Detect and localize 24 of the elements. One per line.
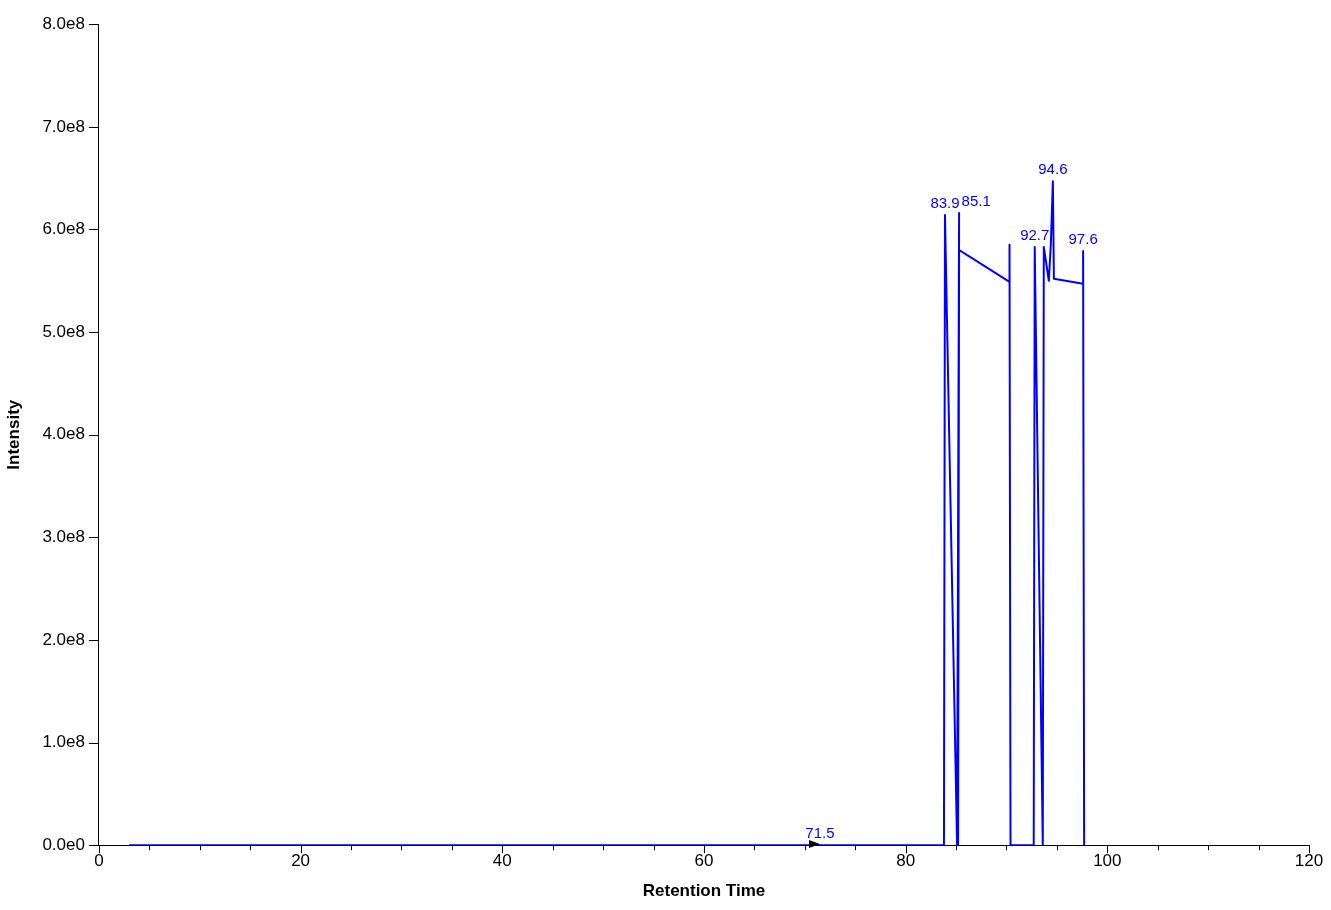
- annotation: 85.1: [961, 191, 991, 209]
- x-tick-label: 80: [896, 851, 916, 871]
- x-tick-label: 40: [492, 851, 512, 871]
- annotation: 83.9: [930, 193, 960, 211]
- y-tick-label: 0.0e0: [42, 834, 85, 854]
- y-tick-label: 4.0e8: [42, 424, 85, 444]
- y-axis-title: Intensity: [3, 399, 23, 470]
- x-tick-label: 120: [1294, 851, 1324, 871]
- annotation: 92.7: [1020, 225, 1050, 243]
- y-tick-label: 7.0e8: [42, 116, 85, 136]
- annotation: 71.5: [805, 823, 835, 841]
- annotation: 94.6: [1038, 159, 1068, 177]
- annotation: 97.6: [1068, 229, 1098, 247]
- x-axis-title: Retention Time: [642, 881, 766, 901]
- y-tick-label: 6.0e8: [42, 219, 85, 239]
- y-tick-label: 8.0e8: [42, 13, 85, 33]
- y-tick-label: 5.0e8: [42, 321, 85, 341]
- x-tick-label: 20: [291, 851, 311, 871]
- y-tick-label: 3.0e8: [42, 527, 85, 547]
- y-tick-label: 2.0e8: [42, 629, 85, 649]
- x-tick-label: 60: [694, 851, 714, 871]
- x-tick-label: 100: [1093, 851, 1122, 871]
- y-tick-label: 1.0e8: [42, 732, 85, 752]
- x-tick-label: 0: [94, 851, 104, 871]
